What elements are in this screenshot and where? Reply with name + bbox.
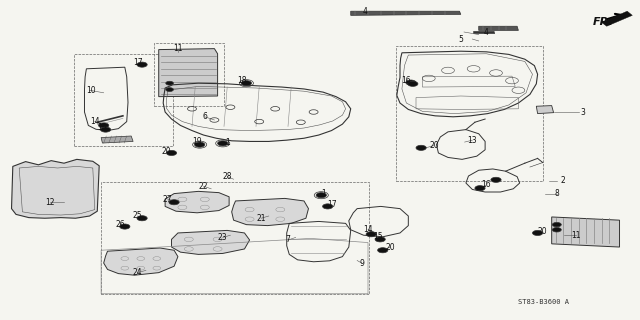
Text: 20: 20 <box>538 227 548 236</box>
Text: 14: 14 <box>90 117 100 126</box>
Text: 26: 26 <box>115 220 125 229</box>
Polygon shape <box>104 248 178 275</box>
Text: 12: 12 <box>45 198 54 207</box>
Circle shape <box>552 222 561 227</box>
Text: 20: 20 <box>161 147 172 156</box>
Circle shape <box>406 80 416 85</box>
Text: 15: 15 <box>372 232 383 241</box>
Circle shape <box>195 142 205 147</box>
Text: 20: 20 <box>429 141 439 150</box>
Text: 8: 8 <box>554 189 559 198</box>
Text: 18: 18 <box>237 76 246 85</box>
Polygon shape <box>232 198 308 226</box>
Text: 17: 17 <box>326 200 337 209</box>
Circle shape <box>166 81 173 85</box>
Circle shape <box>475 186 485 191</box>
Text: FR.: FR. <box>593 17 613 28</box>
Text: 3: 3 <box>580 108 585 116</box>
Bar <box>101 182 369 294</box>
Text: 1: 1 <box>225 138 230 147</box>
Circle shape <box>137 216 147 221</box>
Text: 6: 6 <box>202 112 207 121</box>
Circle shape <box>491 177 501 182</box>
Text: 11: 11 <box>572 231 580 240</box>
Text: 1: 1 <box>321 189 326 198</box>
Text: 14: 14 <box>363 225 373 234</box>
Circle shape <box>375 237 385 242</box>
Circle shape <box>99 123 109 128</box>
Text: 21: 21 <box>257 214 266 223</box>
Polygon shape <box>602 11 632 26</box>
Text: 20: 20 <box>385 243 396 252</box>
Circle shape <box>166 88 173 92</box>
Text: 16: 16 <box>481 180 492 189</box>
Text: 25: 25 <box>132 212 143 220</box>
Polygon shape <box>479 26 518 30</box>
Text: 16: 16 <box>401 76 412 85</box>
Circle shape <box>100 127 111 132</box>
Text: 15: 15 <box>97 123 108 132</box>
Circle shape <box>241 81 252 86</box>
Text: 19: 19 <box>192 137 202 146</box>
Text: ST83-B3600 A: ST83-B3600 A <box>518 300 570 305</box>
Circle shape <box>416 145 426 150</box>
Text: 10: 10 <box>86 86 96 95</box>
Text: 5: 5 <box>458 35 463 44</box>
Polygon shape <box>101 136 133 143</box>
Text: 28: 28 <box>223 172 232 181</box>
Text: 2: 2 <box>561 176 566 185</box>
Polygon shape <box>536 106 554 114</box>
Polygon shape <box>552 217 620 247</box>
Polygon shape <box>12 159 99 218</box>
Polygon shape <box>351 11 461 15</box>
Text: 4: 4 <box>362 7 367 16</box>
Text: 9: 9 <box>359 259 364 268</box>
Circle shape <box>218 141 228 146</box>
Text: 11: 11 <box>173 44 182 53</box>
Text: 4: 4 <box>484 28 489 36</box>
Circle shape <box>366 232 376 237</box>
Circle shape <box>378 248 388 253</box>
Bar <box>154 43 224 106</box>
Circle shape <box>532 230 543 236</box>
Text: 23: 23 <box>218 233 228 242</box>
Text: 24: 24 <box>132 268 143 277</box>
Circle shape <box>166 150 177 156</box>
Text: 27: 27 <box>163 195 173 204</box>
Polygon shape <box>474 31 495 34</box>
Text: 13: 13 <box>467 136 477 145</box>
Circle shape <box>323 204 333 209</box>
Text: 7: 7 <box>285 236 291 244</box>
Polygon shape <box>159 49 218 97</box>
Text: 22: 22 <box>199 182 208 191</box>
Polygon shape <box>172 230 250 254</box>
Circle shape <box>120 224 130 229</box>
Text: 17: 17 <box>132 58 143 67</box>
Circle shape <box>408 81 418 86</box>
Bar <box>74 54 173 146</box>
Circle shape <box>169 200 179 205</box>
Circle shape <box>552 228 561 232</box>
Bar <box>396 46 543 181</box>
Circle shape <box>316 193 326 198</box>
Polygon shape <box>165 191 229 213</box>
Circle shape <box>137 62 147 67</box>
